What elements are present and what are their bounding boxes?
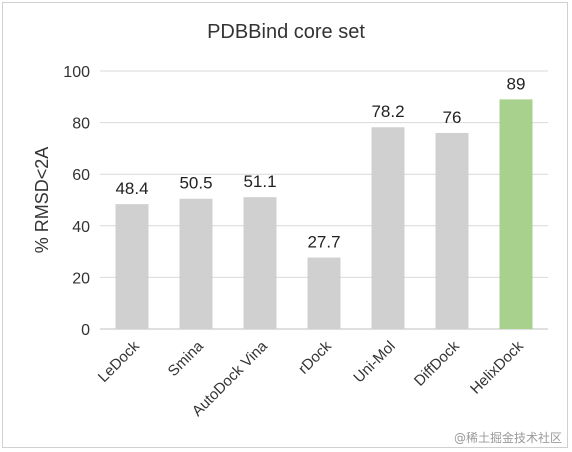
y-tick-label: 80 <box>72 116 90 133</box>
data-label: 51.1 <box>243 172 276 191</box>
bar <box>115 204 149 329</box>
data-label: 78.2 <box>371 102 404 121</box>
bar <box>179 198 213 329</box>
bar <box>435 132 469 329</box>
bar <box>499 99 533 329</box>
y-tick-label: 100 <box>63 64 90 81</box>
y-tick-label: 20 <box>72 270 90 287</box>
category-label: LeDock <box>95 337 143 385</box>
y-tick-labels: 0 20 40 60 80 100 <box>63 64 90 339</box>
category-label: Smina <box>165 337 208 380</box>
category-label: DiffDock <box>411 337 463 389</box>
data-label: 27.7 <box>307 233 340 252</box>
category-label: rDock <box>295 337 335 377</box>
chart-border <box>2 2 568 448</box>
data-label: 76 <box>443 108 462 127</box>
gridlines <box>100 70 548 330</box>
data-label: 89 <box>507 74 526 93</box>
chart-title: PDBBind core set <box>207 21 365 43</box>
y-tick-label: 60 <box>72 167 90 184</box>
y-axis-label: % RMSD<2A <box>32 147 52 254</box>
bar <box>371 127 405 329</box>
watermark: @稀土掘金技术社区 <box>453 431 562 445</box>
bars <box>115 99 533 329</box>
bar <box>307 257 341 329</box>
y-tick-label: 0 <box>81 322 90 339</box>
bar <box>243 197 277 329</box>
data-label: 48.4 <box>115 179 148 198</box>
y-tick-label: 40 <box>72 219 90 236</box>
category-label: Uni-Mol <box>350 338 399 387</box>
category-label: HelixDock <box>467 337 527 397</box>
data-label: 50.5 <box>179 174 212 193</box>
data-labels: 48.4 50.5 51.1 27.7 78.2 76 89 <box>115 74 525 251</box>
